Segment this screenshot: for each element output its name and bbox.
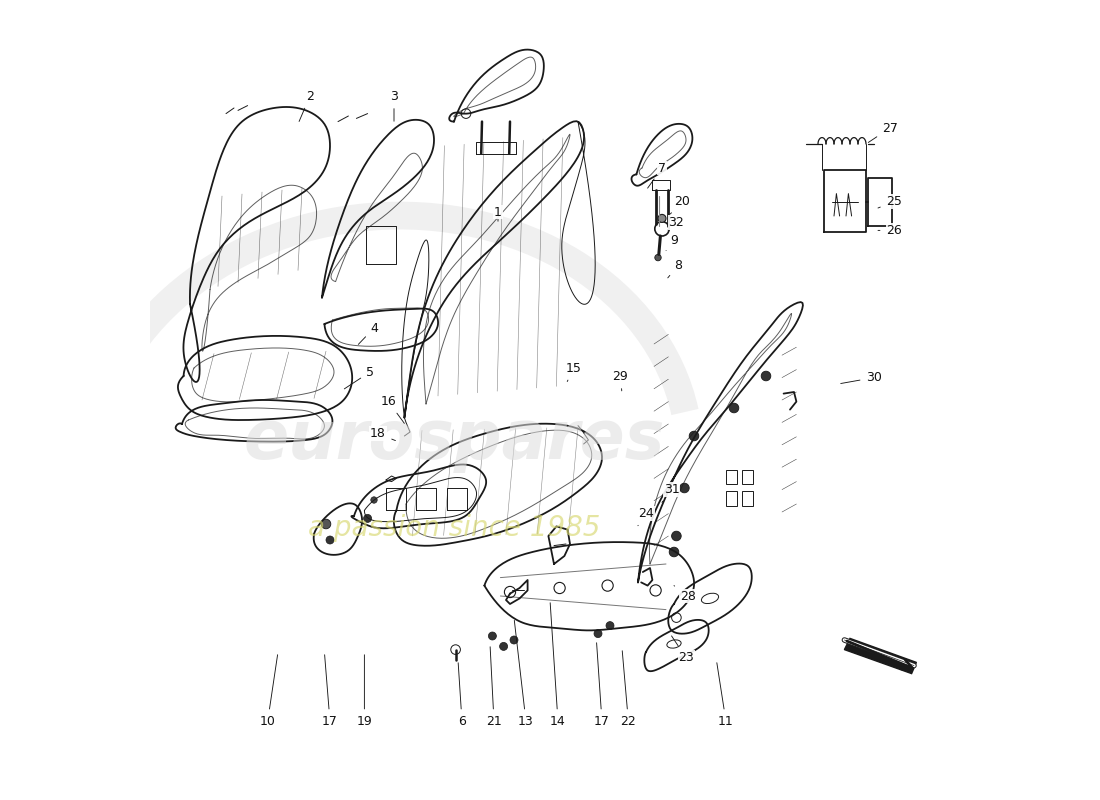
Text: 32: 32: [668, 216, 684, 230]
Text: 27: 27: [868, 122, 898, 142]
Text: 8: 8: [668, 259, 682, 278]
Text: 13: 13: [515, 620, 534, 728]
Text: 3: 3: [390, 90, 398, 122]
Circle shape: [690, 431, 698, 441]
Text: 14: 14: [550, 602, 565, 728]
Text: 1: 1: [494, 206, 502, 222]
Text: 26: 26: [878, 224, 902, 237]
Circle shape: [594, 630, 602, 638]
Circle shape: [499, 642, 507, 650]
Text: 18: 18: [370, 427, 395, 441]
Circle shape: [321, 519, 331, 529]
Polygon shape: [845, 638, 916, 674]
Circle shape: [729, 403, 739, 413]
Text: 22: 22: [620, 650, 636, 728]
Circle shape: [680, 483, 690, 493]
Text: 10: 10: [260, 654, 277, 728]
Text: 7: 7: [648, 162, 666, 188]
Circle shape: [672, 531, 681, 541]
Text: 21: 21: [486, 646, 502, 728]
Text: 5: 5: [344, 366, 374, 389]
Text: 19: 19: [356, 654, 372, 728]
Text: 25: 25: [878, 195, 902, 208]
Circle shape: [658, 214, 666, 222]
Bar: [742, 470, 754, 484]
Circle shape: [364, 514, 372, 522]
Text: 23: 23: [671, 636, 694, 664]
Text: 2: 2: [299, 90, 314, 122]
Circle shape: [371, 497, 377, 503]
Text: a passion since 1985: a passion since 1985: [308, 514, 601, 542]
Text: 24: 24: [638, 507, 653, 526]
Text: 29: 29: [613, 370, 628, 391]
Bar: [726, 470, 737, 484]
Circle shape: [669, 547, 679, 557]
Text: 11: 11: [717, 662, 734, 728]
Circle shape: [654, 254, 661, 261]
Text: 28: 28: [674, 586, 695, 602]
Text: 4: 4: [359, 322, 378, 344]
Circle shape: [488, 632, 496, 640]
Text: 6: 6: [458, 662, 466, 728]
Bar: [742, 491, 754, 506]
Bar: [726, 491, 737, 506]
Text: 20: 20: [670, 195, 690, 214]
Circle shape: [606, 622, 614, 630]
Text: eurospares: eurospares: [243, 407, 664, 473]
Circle shape: [510, 636, 518, 644]
Text: 16: 16: [381, 395, 405, 423]
Text: 17: 17: [322, 654, 338, 728]
Text: 30: 30: [840, 371, 882, 384]
Text: 31: 31: [662, 483, 680, 502]
Circle shape: [326, 536, 334, 544]
Text: 15: 15: [566, 362, 582, 382]
Text: 9: 9: [667, 234, 678, 250]
Text: 17: 17: [594, 642, 609, 728]
Circle shape: [761, 371, 771, 381]
